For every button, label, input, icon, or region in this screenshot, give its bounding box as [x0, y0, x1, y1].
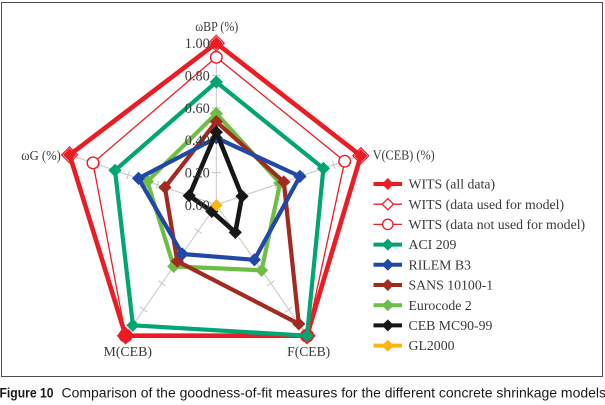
svg-text:ωBP (%): ωBP (%): [195, 19, 238, 34]
svg-text:CEB MC90-99: CEB MC90-99: [409, 318, 493, 333]
svg-text:0.40: 0.40: [185, 133, 210, 149]
svg-text:M(CEB): M(CEB): [104, 344, 153, 359]
svg-text:0.00: 0.00: [185, 198, 210, 214]
svg-text:F(CEB): F(CEB): [287, 344, 330, 359]
svg-text:0.60: 0.60: [185, 101, 210, 117]
svg-text:Figure 10: Figure 10: [0, 386, 54, 401]
svg-text:0.80: 0.80: [185, 69, 210, 85]
svg-text:RILEM B3: RILEM B3: [409, 257, 472, 272]
svg-text:SANS 10100-1: SANS 10100-1: [409, 278, 494, 293]
svg-text:WITS (all data): WITS (all data): [409, 177, 496, 193]
svg-text:WITS (data not used for model): WITS (data not used for model): [409, 217, 586, 233]
svg-text:ωG (%): ωG (%): [21, 148, 61, 163]
svg-text:WITS (data used for model): WITS (data used for model): [409, 197, 565, 213]
svg-text:1.00: 1.00: [185, 36, 210, 52]
svg-text:GL2000: GL2000: [409, 338, 455, 353]
svg-text:ACI 209: ACI 209: [409, 237, 457, 252]
svg-text:V(CEB) (%): V(CEB) (%): [373, 148, 435, 163]
svg-text:Eurocode 2: Eurocode 2: [409, 298, 472, 313]
svg-text:Comparison of the goodness-of-: Comparison of the goodness-of-fit measur…: [62, 386, 605, 401]
svg-text:0.20: 0.20: [185, 166, 210, 182]
